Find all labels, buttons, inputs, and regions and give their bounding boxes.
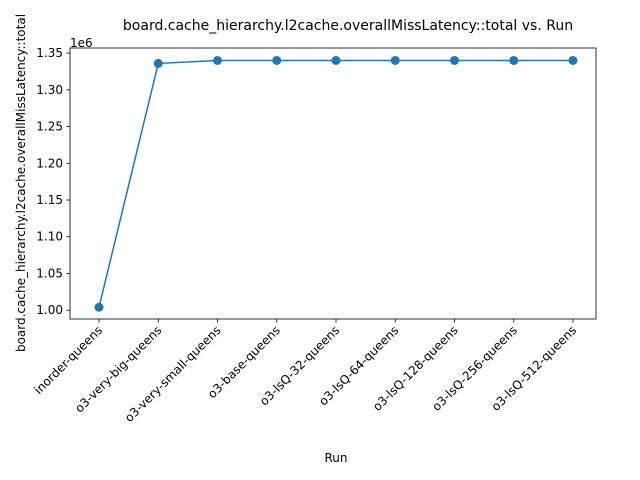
series-1 xyxy=(94,55,578,312)
y-tick-label: 1.20 xyxy=(36,156,63,170)
data-point xyxy=(213,55,222,65)
plot-frame xyxy=(69,47,597,320)
y-tick-label: 1.30 xyxy=(36,83,63,97)
y-ticks: 1.00 1.05 1.10 1.15 1.20 1.25 1.30 1.35 xyxy=(36,46,70,317)
series-line xyxy=(98,59,573,308)
y-offset-label: 1e6 xyxy=(70,36,93,50)
chart-title: board.cache_hierarchy.l2cache.overallMis… xyxy=(123,18,573,34)
data-point xyxy=(331,55,341,65)
y-tick-label: 1.05 xyxy=(36,266,63,280)
data-point xyxy=(94,302,104,312)
data-point xyxy=(509,55,519,65)
y-tick-label: 1.35 xyxy=(36,46,63,60)
data-point xyxy=(568,55,578,65)
x-tick-label: o3-very-small-queens xyxy=(122,323,224,425)
data-point xyxy=(272,55,282,65)
data-point xyxy=(390,55,400,65)
y-tick-label: 1.00 xyxy=(36,303,63,317)
x-axis-label: Run xyxy=(324,451,347,465)
data-point xyxy=(153,58,163,68)
y-axis-label: board.cache_hierarchy.l2cache.overallMis… xyxy=(14,14,28,352)
x-ticks: inorder-queenso3-very-big-queenso3-very-… xyxy=(31,319,579,425)
y-tick-label: 1.10 xyxy=(36,230,63,244)
y-tick-label: 1.15 xyxy=(36,193,63,207)
y-tick-label: 1.25 xyxy=(36,120,63,134)
data-point xyxy=(450,55,459,65)
